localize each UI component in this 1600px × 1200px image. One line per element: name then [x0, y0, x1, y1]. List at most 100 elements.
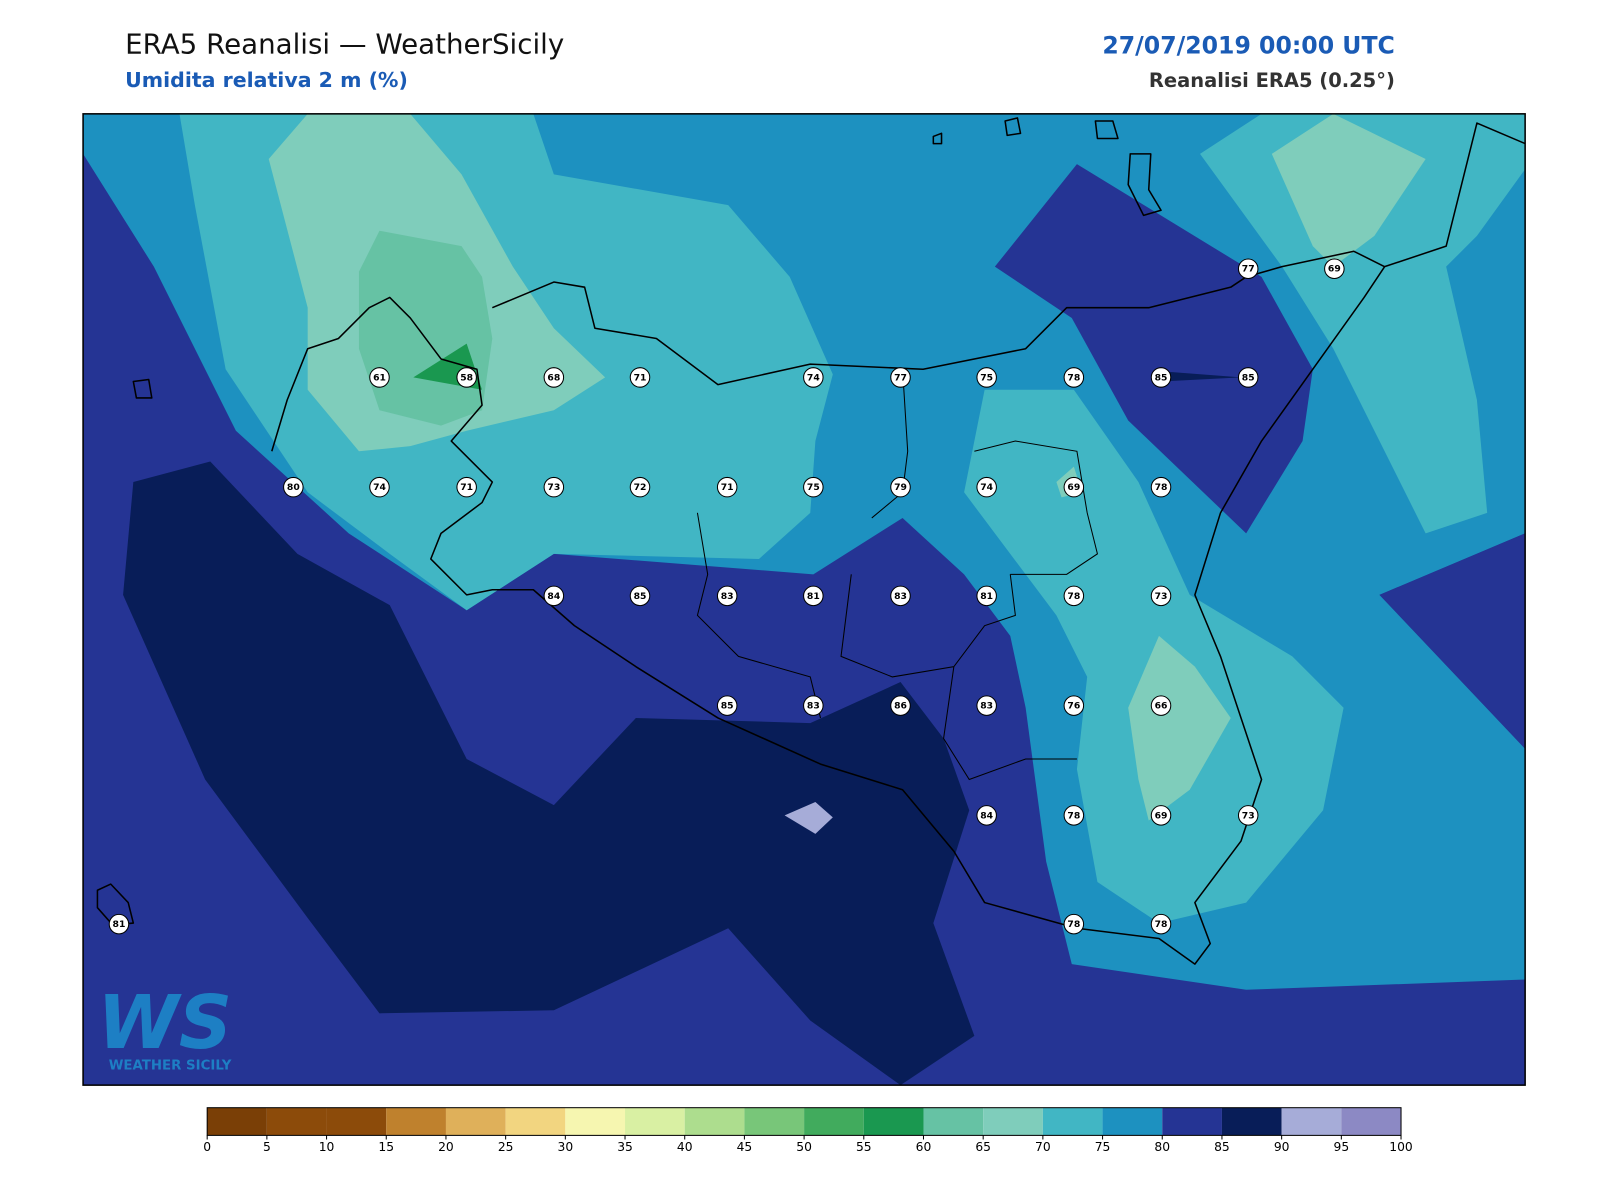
colorbar-tick-label: 50 [796, 1140, 812, 1154]
station-marker [1237, 258, 1259, 279]
station-marker [1150, 913, 1172, 935]
colorbar-segment [983, 1107, 1043, 1136]
station-value: 85 [721, 701, 734, 712]
station-marker [803, 695, 824, 716]
station-marker [1150, 805, 1172, 826]
colorbar-segment [923, 1107, 984, 1136]
colorbar-tick-label: 40 [677, 1140, 693, 1154]
colorbar-segment [1102, 1107, 1163, 1136]
humidity-field [83, 113, 1526, 1086]
station-value: 73 [1155, 591, 1168, 602]
islands [96, 117, 1162, 926]
station-marker [1324, 258, 1345, 279]
station-marker [456, 476, 477, 498]
colorbar-segment [505, 1107, 566, 1136]
colorbar-tick-label: 100 [1389, 1140, 1412, 1154]
station-value: 84 [980, 810, 993, 821]
station-value: 78 [1155, 919, 1168, 930]
station-value: 74 [373, 482, 386, 493]
station-marker [629, 585, 651, 607]
colorbar-segment [1341, 1107, 1402, 1136]
contour-fill [1379, 533, 1526, 749]
colorbar-segment [445, 1107, 506, 1136]
station-value: 81 [980, 591, 993, 602]
station-marker [543, 476, 565, 498]
station-value: 75 [807, 482, 820, 493]
station-marker [1063, 913, 1085, 935]
colorbar-segment [684, 1107, 745, 1136]
station-marker [543, 585, 565, 607]
station-value: 81 [807, 591, 820, 602]
station-marker [716, 476, 738, 498]
station-marker [890, 476, 911, 498]
station-value: 78 [1067, 372, 1080, 383]
station-marker [890, 695, 911, 716]
station-value: 74 [807, 372, 820, 383]
station-value: 80 [287, 482, 300, 493]
station-value: 77 [894, 372, 907, 383]
station-value: 61 [373, 372, 386, 383]
station-value: 73 [547, 482, 560, 493]
station-value: 75 [980, 372, 993, 383]
contour-fill [1161, 371, 1242, 382]
station-value: 83 [894, 591, 907, 602]
station-value: 68 [547, 372, 560, 383]
colorbar-tick-label: 45 [737, 1140, 753, 1154]
station-marker [1063, 805, 1085, 826]
station-marker [1150, 476, 1172, 498]
station-value: 85 [1155, 372, 1168, 383]
coastline [271, 122, 1526, 965]
colorbar-tick-label: 55 [856, 1140, 872, 1154]
station-value: 74 [980, 482, 993, 493]
logo-mark: WS [97, 980, 232, 1066]
station-marker [369, 476, 390, 498]
logo: WS WEATHER SICILY [97, 980, 232, 1074]
station-value: 78 [1067, 810, 1080, 821]
station-marker [369, 367, 390, 388]
station-marker [283, 476, 304, 498]
station-value: 71 [634, 372, 647, 383]
station-labels: 77 69 61 58 68 71 74 77 75 78 85 85 80 74 71 73 72 71 75 79… [108, 258, 1345, 935]
contour-fill [994, 164, 1313, 534]
station-marker [976, 695, 997, 716]
colorbar-segment [386, 1107, 446, 1136]
station-marker [1150, 367, 1172, 388]
station-value: 72 [634, 482, 647, 493]
colorbar-segment [625, 1107, 685, 1136]
station-value: 79 [894, 482, 907, 493]
colorbar-tick-label: 60 [916, 1140, 932, 1154]
colorbar-tick-label: 95 [1334, 1140, 1350, 1154]
map-frame [82, 113, 1526, 1086]
colorbar-segment [804, 1107, 864, 1136]
station-value: 78 [1067, 919, 1080, 930]
province-border [696, 369, 1099, 781]
map-datetime: 27/07/2019 00:00 UTC [1102, 31, 1394, 59]
map-subtitle: Umidita relativa 2 m (%) [125, 68, 408, 92]
station-value: 58 [460, 372, 473, 383]
station-value: 71 [721, 482, 734, 493]
station-marker [1237, 805, 1259, 826]
contour-fill [784, 802, 833, 834]
station-value: 83 [807, 701, 820, 712]
station-marker [629, 367, 651, 388]
station-value: 78 [1155, 482, 1168, 493]
station-marker [976, 367, 997, 388]
logo-text: WEATHER SICILY [109, 1059, 232, 1074]
station-marker [976, 476, 997, 498]
colorbar-tick-label: 75 [1095, 1140, 1111, 1154]
station-value: 76 [1067, 701, 1080, 712]
station-value: 66 [1155, 701, 1168, 712]
station-marker [1063, 695, 1085, 716]
map-title: ERA5 Reanalisi — WeatherSicily [125, 27, 564, 60]
station-value: 78 [1067, 591, 1080, 602]
station-marker [108, 913, 130, 935]
colorbar-segment [1042, 1107, 1103, 1136]
colorbar-tick-label: 30 [558, 1140, 574, 1154]
station-marker [1150, 695, 1172, 716]
colorbar-tick-label: 0 [203, 1140, 211, 1154]
colorbar-tick-label: 70 [1035, 1140, 1051, 1154]
station-value: 86 [894, 701, 907, 712]
colorbar-segment [1221, 1107, 1282, 1136]
contour-fill [1200, 113, 1526, 534]
contour-fill [123, 461, 975, 1086]
